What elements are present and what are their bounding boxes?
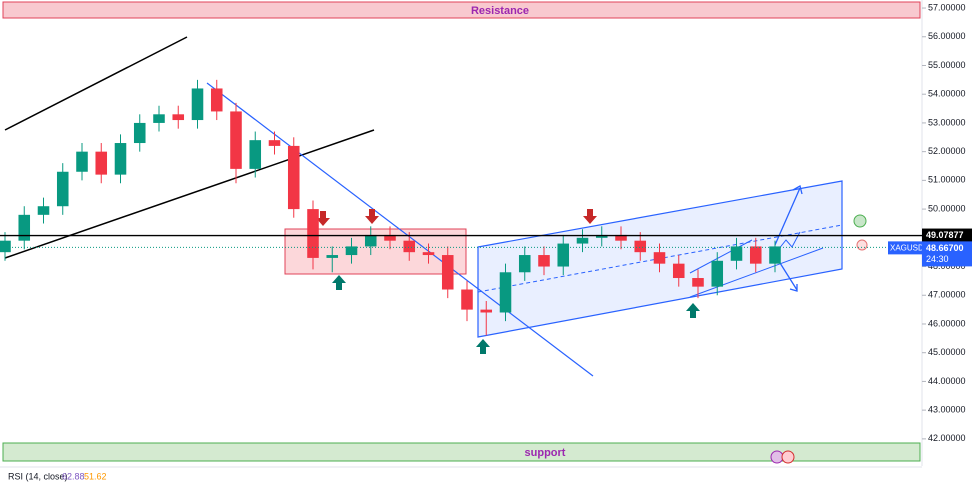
resistance-label: Resistance — [471, 5, 529, 17]
trend-line — [4, 129, 375, 259]
candle-body — [422, 252, 435, 256]
y-tick-label: 43.00000 — [928, 405, 966, 415]
price-label-bg — [922, 228, 972, 243]
candle-body — [634, 240, 647, 253]
y-tick-label: 57.00000 — [928, 2, 966, 12]
candle-body — [653, 252, 666, 264]
candle-body — [576, 237, 589, 244]
candle-body — [76, 151, 88, 172]
y-tick-label: 54.00000 — [928, 89, 966, 99]
buy-arrows — [332, 275, 700, 354]
candle-body — [230, 111, 242, 169]
candle-body — [172, 114, 185, 121]
candle-body — [692, 278, 704, 287]
marker — [856, 239, 868, 251]
last-price-bg — [922, 241, 972, 267]
candle-body — [153, 114, 165, 123]
candle-body — [538, 255, 550, 267]
candle-body — [364, 234, 377, 247]
candle-body — [441, 255, 454, 290]
last-price-label: 48.66700 — [926, 243, 964, 253]
candle-body — [210, 88, 223, 112]
indicator-name: RSI (14, close) — [8, 471, 68, 481]
y-tick-label: 51.00000 — [928, 175, 966, 185]
resistance-zone — [2, 1, 921, 19]
symbol-bg — [888, 241, 922, 255]
candle-body — [384, 234, 396, 241]
candle-body — [403, 240, 416, 253]
indicator-value: 51.62 — [84, 471, 107, 481]
y-tick-label: 45.00000 — [928, 347, 966, 357]
marker — [853, 214, 867, 228]
candle-body — [480, 309, 493, 313]
candle-body — [56, 171, 69, 207]
support-zone — [2, 442, 921, 462]
candle-body — [268, 140, 281, 146]
candle-body — [518, 255, 531, 273]
candle-body — [672, 263, 685, 279]
indicator-value: 62.88 — [62, 471, 85, 481]
candle-body — [595, 234, 608, 238]
event-icon — [770, 450, 784, 464]
trend-line — [206, 82, 594, 377]
y-tick-label: 46.00000 — [928, 318, 966, 328]
candle-body — [345, 246, 358, 256]
event-icon — [781, 450, 795, 464]
y-tick-label: 47.00000 — [928, 290, 966, 300]
candle-body — [307, 209, 319, 258]
wedge-line — [689, 239, 753, 274]
candle-body — [114, 143, 127, 175]
y-tick-label: 55.00000 — [928, 60, 966, 70]
candle-body — [711, 260, 724, 287]
candle-body — [615, 234, 627, 241]
y-tick-label: 56.00000 — [928, 31, 966, 41]
trend-line — [4, 36, 188, 131]
y-tick-label: 53.00000 — [928, 117, 966, 127]
candle-body — [95, 151, 108, 175]
support-label: support — [525, 447, 566, 459]
candle-body — [730, 246, 743, 261]
candle-body — [287, 145, 300, 210]
countdown: 24:30 — [926, 254, 949, 264]
candle-body — [499, 272, 512, 313]
price-label: 49.07877 — [926, 230, 964, 240]
symbol: XAGUSD — [890, 243, 924, 252]
candle-body — [749, 246, 762, 264]
y-tick-label: 50.00000 — [928, 203, 966, 213]
candle-body — [0, 240, 11, 253]
projection-arrow — [777, 231, 801, 251]
y-tick-label: 52.00000 — [928, 146, 966, 156]
candle-body — [769, 246, 781, 264]
y-tick-label: 42.00000 — [928, 433, 966, 443]
candle-body — [191, 88, 204, 121]
wedge-line — [689, 247, 824, 298]
candle-body — [249, 140, 262, 169]
candle-body — [326, 255, 339, 258]
candle-body — [461, 289, 473, 310]
y-tick-label: 44.00000 — [928, 376, 966, 386]
candle-body — [37, 206, 50, 215]
candle-body — [133, 122, 146, 144]
sell-arrows — [316, 209, 597, 226]
candle-body — [18, 214, 31, 241]
candle-body — [557, 243, 570, 267]
